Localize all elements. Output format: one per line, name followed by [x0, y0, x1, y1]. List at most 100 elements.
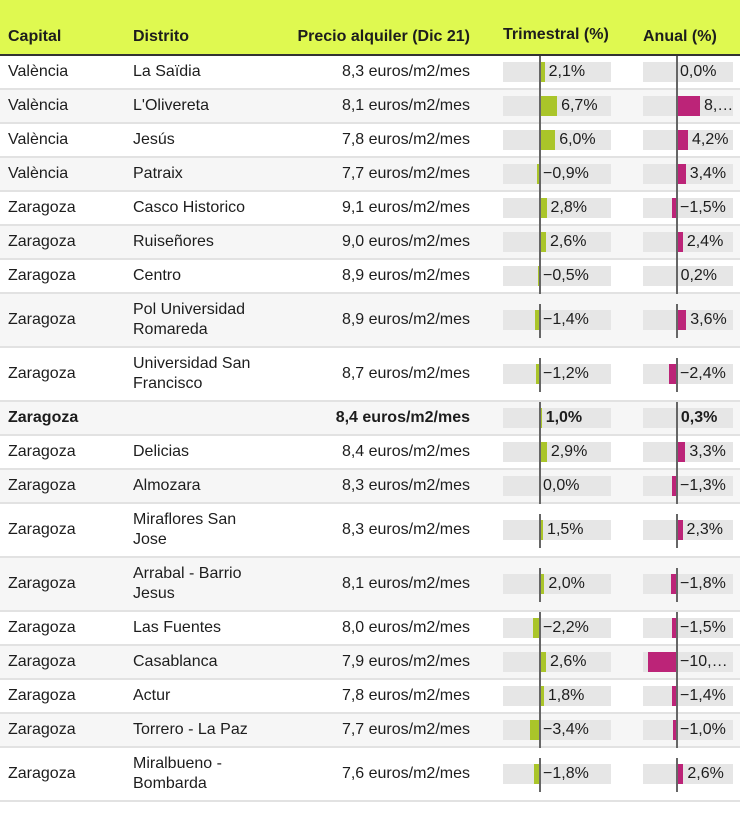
- precio-cell: 8,3 euros/m2/mes: [263, 55, 503, 90]
- anual-zero-axis: [676, 680, 678, 714]
- anual-bar-background: [643, 62, 733, 82]
- anual-bar-background: [643, 574, 733, 594]
- trimestral-zero-axis: [539, 90, 541, 124]
- anual-label: −10,…: [680, 653, 728, 670]
- anual-bar: [676, 442, 686, 462]
- capital-cell: Zaragoza: [0, 557, 133, 612]
- table-row: Zaragoza Arrabal - Barrio Jesus 8,1 euro…: [0, 557, 740, 612]
- distrito-cell: Centro: [133, 259, 263, 294]
- table-row: Zaragoza Pol Universidad Romareda 8,9 eu…: [0, 293, 740, 348]
- trimestral-bar-background: [503, 198, 611, 218]
- anual-zero-axis: [676, 568, 678, 602]
- anual-bar: [671, 618, 676, 638]
- anual-cell: 8,…: [643, 90, 740, 124]
- table-body: València La Saïdia 8,3 euros/m2/mes 2,1%…: [0, 55, 740, 802]
- anual-label: −1,8%: [680, 575, 726, 592]
- precio-cell: 7,8 euros/m2/mes: [263, 123, 503, 158]
- anual-bar: [676, 164, 686, 184]
- distrito-cell: La Saïdia: [133, 55, 263, 90]
- trimestral-bar-background: [503, 164, 611, 184]
- trimestral-bar: [539, 686, 544, 706]
- trimestral-zero-axis: [539, 612, 541, 646]
- table-row: Zaragoza Centro 8,9 euros/m2/mes −0,5% 0…: [0, 259, 740, 294]
- anual-bar-background: [643, 686, 733, 706]
- anual-zero-axis: [676, 612, 678, 646]
- anual-cell: −2,4%: [643, 358, 740, 392]
- anual-cell: 2,3%: [643, 514, 740, 548]
- trimestral-bar: [539, 62, 545, 82]
- table-row: Zaragoza Almozara 8,3 euros/m2/mes 0,0% …: [0, 469, 740, 504]
- anual-zero-axis: [676, 226, 678, 260]
- anual-label: 4,2%: [691, 131, 729, 148]
- trimestral-cell: −3,4%: [503, 714, 643, 748]
- precio-cell: 9,0 euros/m2/mes: [263, 225, 503, 260]
- capital-cell: Zaragoza: [0, 611, 133, 646]
- capital-cell: Zaragoza: [0, 191, 133, 226]
- trimestral-bar-background: [503, 266, 611, 286]
- anual-bar: [673, 720, 676, 740]
- anual-cell: 4,2%: [643, 124, 740, 158]
- header-distrito[interactable]: Distrito: [133, 0, 263, 56]
- trimestral-bar-background: [503, 574, 611, 594]
- anual-cell: −1,3%: [643, 470, 740, 504]
- table-row: Zaragoza Delicias 8,4 euros/m2/mes 2,9% …: [0, 435, 740, 470]
- anual-bar-background: [643, 130, 733, 150]
- header-row: Capital Distrito Precio alquiler (Dic 21…: [0, 0, 740, 56]
- table-row: Zaragoza Torrero - La Paz 7,7 euros/m2/m…: [0, 713, 740, 748]
- anual-bar: [676, 764, 684, 784]
- anual-bar-background: [643, 720, 733, 740]
- table-row: Zaragoza Las Fuentes 8,0 euros/m2/mes −2…: [0, 611, 740, 646]
- trimestral-label: −2,2%: [543, 619, 589, 636]
- anual-zero-axis: [676, 358, 678, 392]
- anual-zero-axis: [676, 758, 678, 792]
- capital-cell: València: [0, 55, 133, 90]
- trimestral-cell: 6,7%: [503, 90, 643, 124]
- trimestral-label: −1,4%: [543, 311, 589, 328]
- precio-cell: 7,7 euros/m2/mes: [263, 713, 503, 748]
- trimestral-bar: [537, 266, 539, 286]
- distrito-cell: Torrero - La Paz: [133, 713, 263, 748]
- capital-cell: Zaragoza: [0, 747, 133, 802]
- header-anual[interactable]: Anual (%): [643, 0, 740, 56]
- trimestral-cell: −1,2%: [503, 358, 643, 392]
- table-row: València L'Olivereta 8,1 euros/m2/mes 6,…: [0, 89, 740, 124]
- anual-zero-axis: [676, 436, 678, 470]
- trimestral-bar: [539, 130, 556, 150]
- anual-bar-background: [643, 266, 733, 286]
- table-row: Zaragoza Ruiseñores 9,0 euros/m2/mes 2,6…: [0, 225, 740, 260]
- anual-bar: [669, 364, 676, 384]
- capital-cell: Zaragoza: [0, 225, 133, 260]
- anual-zero-axis: [676, 470, 678, 504]
- anual-bar: [672, 476, 676, 496]
- anual-cell: 0,0%: [643, 56, 740, 90]
- trimestral-label: 1,5%: [547, 521, 584, 538]
- table-row: Zaragoza Universidad San Francisco 8,7 e…: [0, 347, 740, 402]
- trimestral-zero-axis: [539, 514, 541, 548]
- anual-bar-background: [643, 164, 733, 184]
- trimestral-cell: 2,0%: [503, 568, 643, 602]
- capital-cell: Zaragoza: [0, 347, 133, 402]
- trimestral-zero-axis: [539, 124, 541, 158]
- header-capital[interactable]: Capital: [0, 0, 133, 56]
- distrito-cell: Miraflores San Jose: [133, 503, 263, 558]
- header-precio[interactable]: Precio alquiler (Dic 21): [263, 0, 503, 56]
- distrito-cell: Arrabal - Barrio Jesus: [133, 557, 263, 612]
- trimestral-cell: −0,9%: [503, 158, 643, 192]
- header-trimestral[interactable]: Trimestral (%): [503, 0, 643, 56]
- anual-bar: [670, 574, 676, 594]
- table-row: Zaragoza Miraflores San Jose 8,3 euros/m…: [0, 503, 740, 558]
- trimestral-cell: 6,0%: [503, 124, 643, 158]
- anual-label: 3,4%: [689, 165, 727, 182]
- capital-cell: Zaragoza: [0, 293, 133, 348]
- distrito-cell: Miralbueno - Bombarda: [133, 747, 263, 802]
- trimestral-zero-axis: [539, 260, 541, 294]
- trimestral-bar-background: [503, 310, 611, 330]
- trimestral-bar-background: [503, 520, 611, 540]
- anual-bar-background: [643, 520, 733, 540]
- trimestral-bar: [535, 364, 539, 384]
- distrito-cell: Patraix: [133, 157, 263, 192]
- trimestral-cell: −2,2%: [503, 612, 643, 646]
- table-row: Zaragoza Casablanca 7,9 euros/m2/mes 2,6…: [0, 645, 740, 680]
- anual-label: 3,6%: [690, 311, 727, 328]
